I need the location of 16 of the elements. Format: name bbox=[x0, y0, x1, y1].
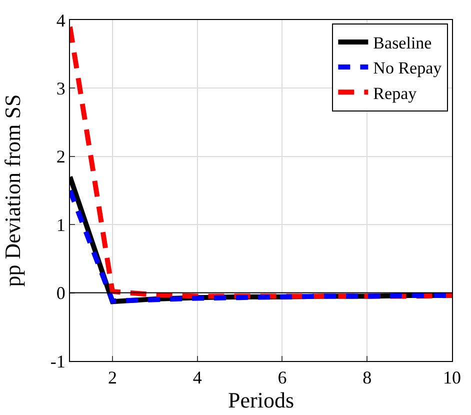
y-tick-label: 0 bbox=[56, 283, 66, 304]
y-tick-label: 1 bbox=[56, 214, 66, 235]
y-axis-title: pp Deviation from SS bbox=[0, 94, 25, 287]
x-tick-label: 2 bbox=[108, 368, 117, 388]
legend-label: Baseline bbox=[373, 34, 432, 53]
legend-label: No Repay bbox=[373, 58, 442, 78]
legend-label: Repay bbox=[373, 84, 418, 103]
y-tick-label: 4 bbox=[56, 10, 66, 30]
y-tick-label: 3 bbox=[56, 78, 66, 98]
x-axis-title: Periods bbox=[228, 388, 294, 413]
x-tick-label: 10 bbox=[443, 368, 461, 388]
y-tick-label: 2 bbox=[56, 146, 66, 167]
x-tick-label: 4 bbox=[192, 368, 202, 388]
x-tick-label: 8 bbox=[362, 368, 372, 388]
y-tick-label: -1 bbox=[50, 351, 66, 372]
x-tick-label: 6 bbox=[278, 368, 287, 388]
